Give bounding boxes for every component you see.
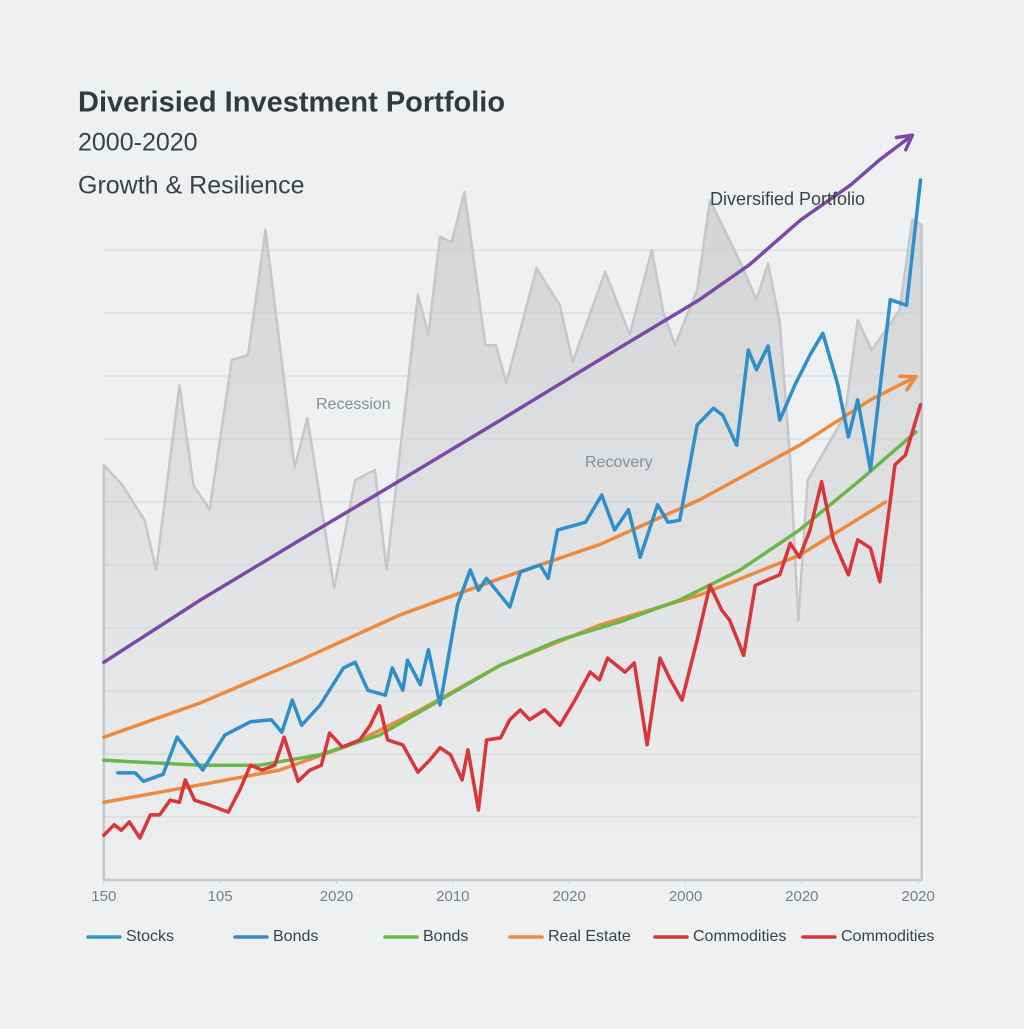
x-tick-label: 2000 xyxy=(669,888,702,905)
x-tick-label: 2020 xyxy=(320,888,353,905)
legend-label: Bonds xyxy=(273,928,318,945)
annotation: Recession xyxy=(316,396,391,413)
x-tick-label: 2020 xyxy=(785,888,818,905)
legend-label: Stocks xyxy=(126,928,174,945)
plot xyxy=(102,133,923,882)
legend-label: Bonds xyxy=(423,928,468,945)
annotation: Recovery xyxy=(585,454,653,471)
x-tick-label: 2020 xyxy=(901,888,934,905)
chart-subtitle: 2000-2020 xyxy=(78,129,198,157)
series-line xyxy=(116,178,923,784)
x-tick-label: 105 xyxy=(208,888,233,905)
annotation: Diversified Portfolio xyxy=(710,189,865,209)
legend-label: Commodities xyxy=(841,928,934,945)
series-line xyxy=(102,402,923,840)
x-tick-label: 2010 xyxy=(436,888,469,905)
legend-label: Commodities xyxy=(693,928,786,945)
series-line xyxy=(102,133,915,665)
legend-label: Real Estate xyxy=(548,928,631,945)
series-line xyxy=(102,430,918,767)
background-area xyxy=(102,190,923,882)
x-tick-label: 2020 xyxy=(552,888,585,905)
legend: Stocks Bonds Bonds Real Estate Commodities Co… xyxy=(86,928,934,945)
x-tick-label: 150 xyxy=(91,888,116,905)
annotations: Diversified Portfolio Recession Recovery xyxy=(316,189,865,471)
chart-tagline: Growth & Resilience xyxy=(78,172,304,200)
x-axis: 150 105 2020 2010 2020 2000 2020 2020 xyxy=(91,880,935,905)
chart-title: Diverisied Investment Portfolio xyxy=(78,87,505,119)
arrow-head xyxy=(898,374,918,392)
arrow-head xyxy=(894,133,915,152)
